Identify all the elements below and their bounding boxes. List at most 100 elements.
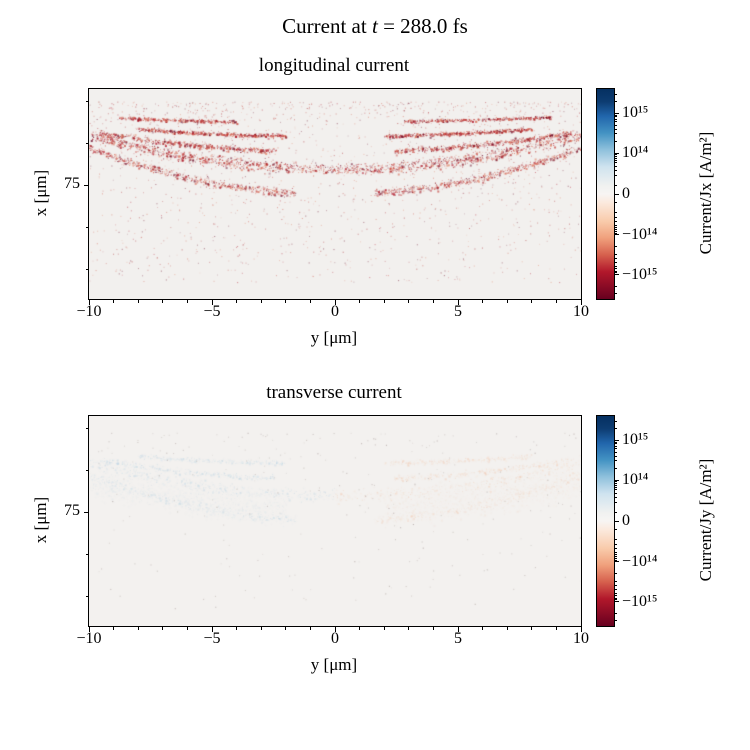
heatmap-canvas — [89, 89, 581, 299]
colorbar-tick-label: −10¹⁴ — [622, 225, 658, 243]
colorbar-minor-tick — [614, 556, 617, 558]
colorbar-minor-tick — [614, 613, 617, 615]
subplot-transverse-current: transverse current x [μm] 75 y [μm] Curr… — [0, 382, 750, 715]
colorbar-major-tick — [614, 193, 619, 195]
colorbar-minor-tick — [614, 427, 617, 429]
colorbar-minor-tick — [614, 286, 617, 288]
colorbar-minor-tick — [614, 124, 617, 126]
colorbar-minor-tick — [614, 481, 617, 483]
x-minor-tick — [432, 627, 434, 630]
colorbar-minor-tick — [614, 201, 617, 203]
x-minor-tick — [555, 627, 557, 630]
colorbar-tick-label: 10¹⁵ — [622, 431, 649, 449]
colorbar-label: Current/Jy [A/m²] — [696, 458, 715, 582]
colorbar-major-tick — [614, 561, 619, 563]
x-tick-label: −5 — [203, 303, 221, 320]
y-minor-tick — [85, 428, 88, 430]
colorbar-minor-tick — [614, 272, 617, 274]
x-minor-tick — [260, 627, 262, 630]
colorbar-tick-label: 10¹⁴ — [622, 471, 649, 489]
colorbar-minor-tick — [614, 467, 617, 469]
colorbar-minor-tick — [614, 162, 617, 164]
colorbar-minor-tick — [614, 217, 617, 219]
x-minor-tick — [186, 300, 188, 303]
colorbar-minor-tick — [614, 155, 617, 157]
colorbar-minor-tick — [614, 140, 617, 142]
y-axis-label: x [μm] — [31, 496, 50, 544]
x-minor-tick — [482, 627, 484, 630]
y-minor-tick — [85, 596, 88, 598]
colorbar-tick-label: 10¹⁴ — [622, 144, 649, 162]
x-major-tick — [334, 300, 336, 305]
x-tick-label: 10 — [573, 630, 589, 647]
colorbar-minor-tick — [614, 544, 617, 546]
x-tick-label: −5 — [203, 630, 221, 647]
x-minor-tick — [285, 627, 287, 630]
y-minor-tick — [85, 143, 88, 145]
subplot-title: transverse current — [266, 382, 402, 403]
colorbar-minor-tick — [614, 558, 617, 560]
colorbar-minor-tick — [614, 599, 617, 601]
colorbar-minor-tick — [614, 559, 617, 561]
colorbar-minor-tick — [614, 232, 617, 234]
x-major-tick — [211, 627, 213, 632]
colorbar-minor-tick — [614, 268, 617, 270]
x-axis-label: y [μm] — [310, 655, 358, 674]
x-minor-tick — [113, 300, 115, 303]
colorbar-minor-tick — [614, 482, 617, 484]
colorbar-minor-tick — [614, 224, 617, 226]
colorbar-minor-tick — [614, 293, 617, 295]
colorbar-minor-tick — [614, 157, 617, 159]
figure-title-prefix: Current at — [282, 14, 372, 38]
colorbar-minor-tick — [614, 460, 617, 462]
x-major-tick — [457, 300, 459, 305]
x-major-tick — [457, 627, 459, 632]
colorbar-tick-label: 10¹⁵ — [622, 104, 649, 122]
figure-title-variable: t — [371, 14, 378, 38]
heatmap-canvas — [89, 416, 581, 626]
colorbar-minor-tick — [614, 502, 617, 504]
colorbar-minor-tick — [614, 551, 617, 553]
colorbar-minor-tick — [614, 538, 617, 540]
colorbar-major-tick — [614, 234, 619, 236]
colorbar-minor-tick — [614, 114, 617, 116]
colorbar-minor-tick — [614, 121, 617, 123]
x-minor-tick — [236, 300, 238, 303]
colorbar-tick-label: −10¹⁵ — [622, 265, 658, 283]
y-minor-tick — [85, 470, 88, 472]
colorbar-major-tick — [614, 479, 619, 481]
colorbar-minor-tick — [614, 512, 617, 514]
colorbar-minor-tick — [614, 489, 617, 491]
x-tick-label: 5 — [454, 303, 462, 320]
x-minor-tick — [359, 300, 361, 303]
colorbar-minor-tick — [614, 620, 617, 622]
colorbar-minor-tick — [614, 229, 617, 231]
subplot-longitudinal-current: longitudinal current x [μm] 75 y [μm] Cu… — [0, 55, 750, 388]
y-major-tick — [83, 185, 88, 187]
colorbar-minor-tick — [614, 496, 617, 498]
colorbar-minor-tick — [614, 441, 617, 443]
colorbar-major-tick — [614, 152, 619, 154]
colorbar-minor-tick — [614, 253, 617, 255]
colorbar — [596, 415, 615, 627]
colorbar-minor-tick — [614, 211, 617, 213]
colorbar-minor-tick — [614, 258, 617, 260]
colorbar-minor-tick — [614, 595, 617, 597]
x-tick-label: 10 — [573, 303, 589, 320]
colorbar-major-tick — [614, 601, 619, 603]
x-minor-tick — [432, 300, 434, 303]
colorbar-tick-label: 0 — [622, 185, 630, 202]
y-axis-label: x [μm] — [31, 169, 50, 217]
x-major-tick — [88, 627, 90, 632]
x-major-tick — [211, 300, 213, 305]
colorbar-minor-tick — [614, 492, 617, 494]
colorbar-minor-tick — [614, 573, 617, 575]
colorbar-minor-tick — [614, 133, 617, 135]
x-minor-tick — [285, 300, 287, 303]
figure-title-suffix: = 288.0 fs — [377, 14, 468, 38]
x-axis-label: y [μm] — [310, 328, 358, 347]
x-minor-tick — [359, 627, 361, 630]
colorbar-minor-tick — [614, 270, 617, 272]
x-major-tick — [580, 300, 582, 305]
colorbar-minor-tick — [614, 175, 617, 177]
